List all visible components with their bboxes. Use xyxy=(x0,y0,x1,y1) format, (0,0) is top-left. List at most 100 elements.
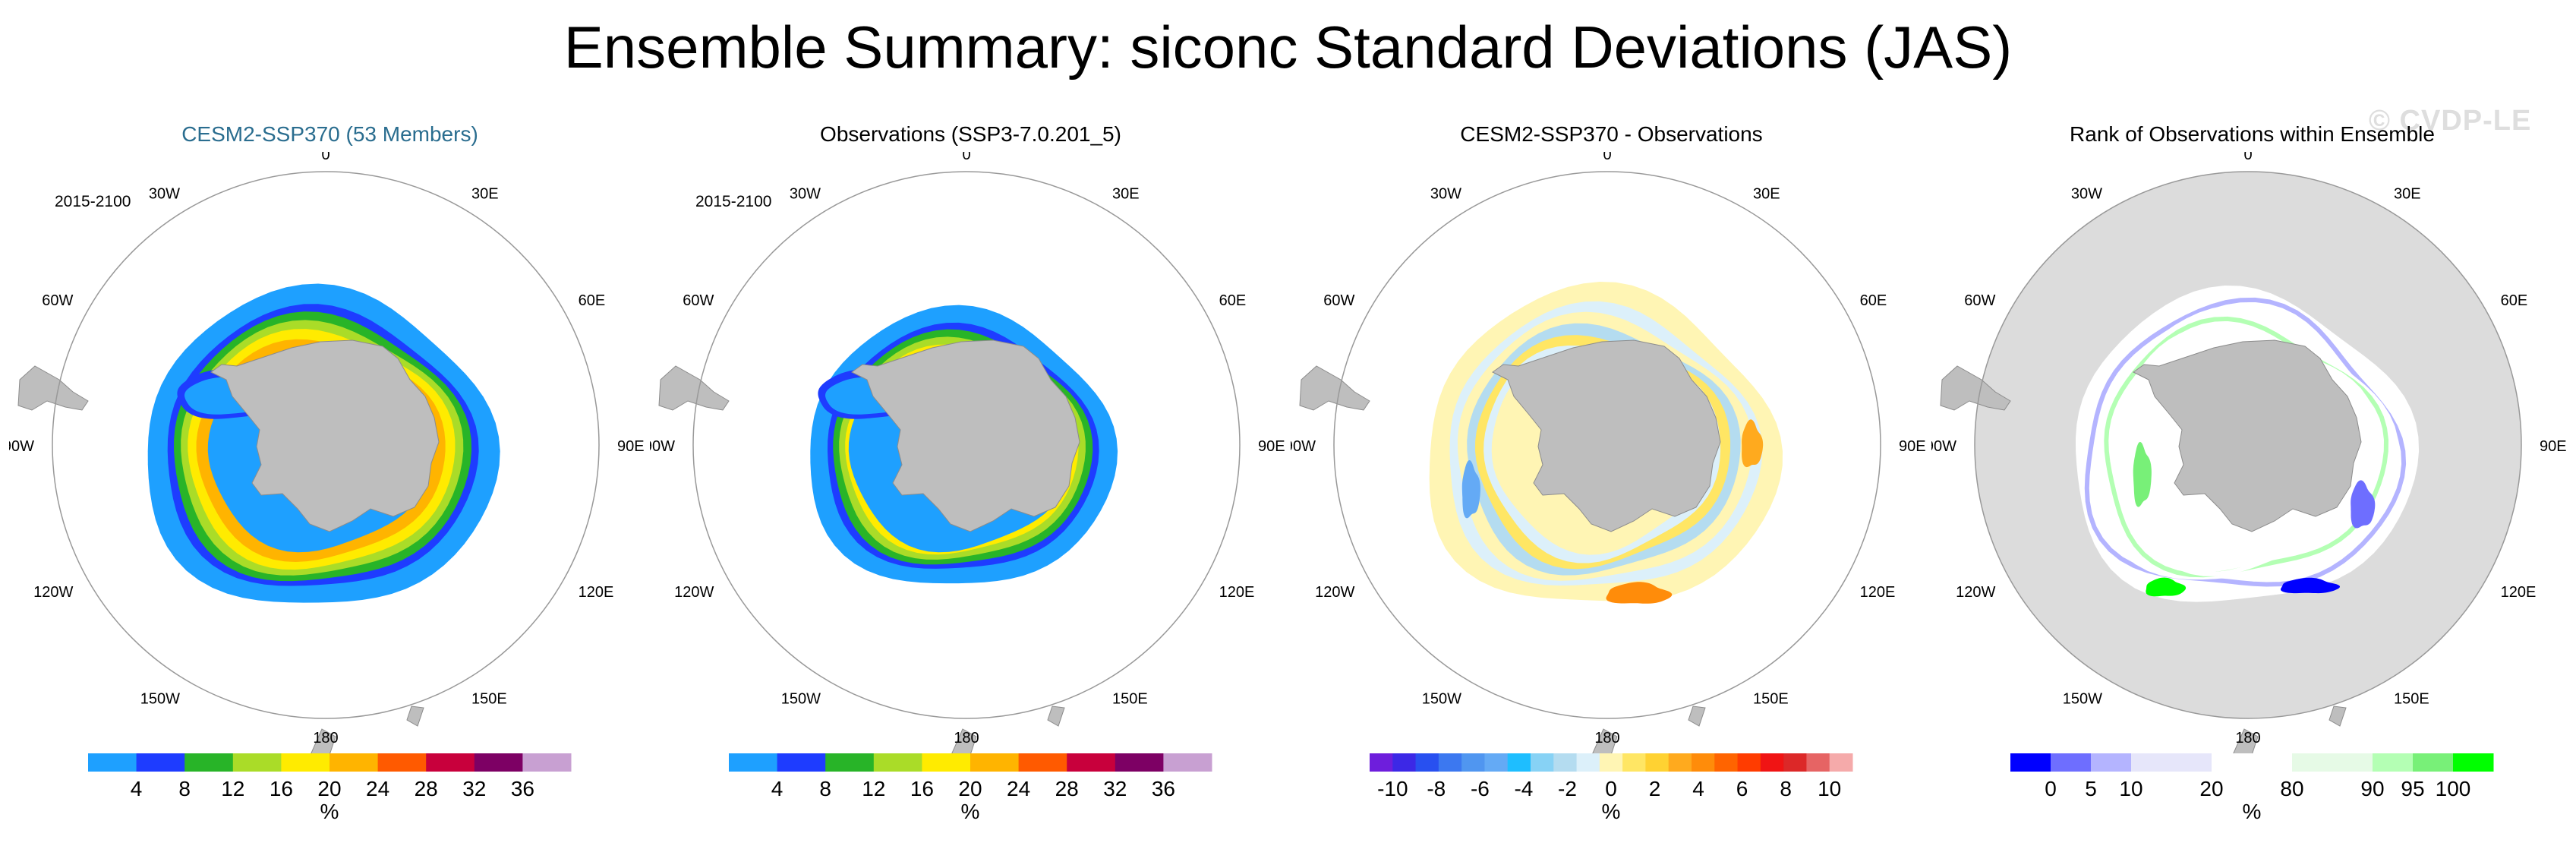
colorbar-swatch xyxy=(1415,753,1439,772)
colorbar-swatch xyxy=(1645,753,1670,772)
antarctica-landmass xyxy=(1492,339,1721,532)
colorbar-tick-label: 16 xyxy=(910,777,934,800)
colorbar-swatch xyxy=(232,753,282,772)
colorbar-swatch xyxy=(281,753,330,772)
colorbar-swatch xyxy=(184,753,234,772)
colorbar-swatch xyxy=(2091,753,2132,772)
south-america-landmass xyxy=(658,365,730,411)
colorbar-tick-label: -6 xyxy=(1471,777,1490,800)
polar-map: 0 30E 60E 90E 120E 150E 180 150W 120W 90W 60W 30W 0 5… xyxy=(1931,152,2567,823)
antarctica-landmass xyxy=(851,339,1080,532)
colorbar-swatch xyxy=(1553,753,1578,772)
antarctica-landmass xyxy=(2133,339,2362,532)
colorbar-swatch xyxy=(1806,753,1830,772)
colorbar-swatch xyxy=(377,753,427,772)
longitude-label: 90E xyxy=(1258,438,1285,455)
colorbar-swatch xyxy=(1507,753,1531,772)
colorbar-tick-label: 90 xyxy=(2360,777,2384,800)
longitude-label: 60E xyxy=(579,292,606,309)
longitude-label: 90W xyxy=(1931,438,1956,455)
longitude-label: 90E xyxy=(617,438,645,455)
map-boundary-circle xyxy=(1974,171,2522,719)
colorbar-swatch xyxy=(2332,753,2373,772)
colorbar-tick-label: 0 xyxy=(2045,777,2057,800)
colorbar-tick-label: 8 xyxy=(178,777,191,800)
longitude-label: 180 xyxy=(1594,730,1619,747)
colorbar-swatch xyxy=(873,753,922,772)
rank-band xyxy=(2096,305,2399,580)
colorbar-tick-label: 12 xyxy=(862,777,885,800)
colorbar-tick-label: -8 xyxy=(1427,777,1446,800)
colorbar-swatch xyxy=(474,753,523,772)
colorbar-tick-label: 10 xyxy=(2119,777,2142,800)
colorbar-swatch xyxy=(2010,753,2051,772)
colorbar-swatch xyxy=(1622,753,1646,772)
polar-map: 0 30E 60E 90E 120E 150E 180 150W 120W 90W 60W 30W 4 8… xyxy=(650,152,1285,823)
map-layer xyxy=(17,283,500,769)
panel-title: Observations (SSP3-7.0.201_5) xyxy=(820,122,1121,146)
longitude-label: 150W xyxy=(2063,691,2102,708)
polar-map: 0 30E 60E 90E 120E 150E 180 150W 120W 90W 60W 30W 4 8… xyxy=(9,152,645,823)
longitude-label: 120E xyxy=(579,584,614,601)
colorbar-unit: % xyxy=(2243,800,2262,823)
map-boundary-circle xyxy=(52,171,600,719)
polar-map: 0 30E 60E 90E 120E 150E 180 150W 120W 90W 60W 30W -1… xyxy=(1291,152,1926,823)
colorbar-tick-label: 2 xyxy=(1649,777,1661,800)
map-layer xyxy=(1940,172,2521,769)
panel-model-sd: CESM2-SSP370 (53 Members) 2015-2100 0 30E… xyxy=(9,114,651,843)
longitude-label: 90E xyxy=(1899,438,1926,455)
south-america-landmass xyxy=(1299,365,1370,411)
map-layer xyxy=(658,305,1118,769)
longitude-label: 90E xyxy=(2540,438,2567,455)
longitude-label: 30W xyxy=(1430,185,1461,202)
diff-patch xyxy=(1461,460,1480,519)
new-zealand-landmass xyxy=(2328,706,2347,727)
colorbar-swatch xyxy=(2292,753,2333,772)
colorbar-tick-label: 8 xyxy=(1780,777,1792,800)
colorbar-swatch xyxy=(1067,753,1116,772)
rank-patch xyxy=(2281,577,2340,594)
colorbar-swatch xyxy=(1783,753,1807,772)
longitude-label: 60W xyxy=(42,292,73,309)
map-boundary-circle xyxy=(692,171,1241,719)
longitude-label: 60W xyxy=(683,292,714,309)
longitude-label: 60E xyxy=(2501,292,2528,309)
longitude-label: 180 xyxy=(954,730,979,747)
colorbar-tick-label: 8 xyxy=(819,777,831,800)
longitude-label: 150W xyxy=(1422,691,1461,708)
colorbar-tick-label: 20 xyxy=(2199,777,2223,800)
diff-patch xyxy=(1742,419,1764,468)
colorbar-tick-label: 24 xyxy=(366,777,389,800)
colorbar-swatch xyxy=(777,753,826,772)
colorbar-swatch xyxy=(2453,753,2494,772)
colorbar-swatch xyxy=(2413,753,2454,772)
longitude-label: 150W xyxy=(781,691,821,708)
colorbar-tick-label: -4 xyxy=(1514,777,1533,800)
colorbar-tick-label: 16 xyxy=(270,777,293,800)
colorbar-tick-label: 5 xyxy=(2085,777,2097,800)
colorbar-swatch xyxy=(426,753,475,772)
panel-difference: CESM2-SSP370 - Observations 0 30E 60E 90E 12… xyxy=(1291,114,1932,843)
colorbar-tick-label: -2 xyxy=(1558,777,1577,800)
colorbar-swatch xyxy=(88,753,137,772)
colorbar-swatch xyxy=(922,753,971,772)
longitude-label: 0 xyxy=(962,152,970,163)
colorbar-tick-label: 24 xyxy=(1007,777,1030,800)
colorbar-swatch xyxy=(729,753,778,772)
longitude-label: 150E xyxy=(471,691,507,708)
colorbar-tick-label: 4 xyxy=(771,777,784,800)
panel-title: Rank of Observations within Ensemble xyxy=(2070,122,2435,146)
longitude-label: 120W xyxy=(1315,584,1354,601)
longitude-label: 0 xyxy=(1603,152,1611,163)
colorbar-tick-label: 10 xyxy=(1818,777,1841,800)
colorbar-tick-label: 32 xyxy=(462,777,486,800)
longitude-label: 90W xyxy=(650,438,675,455)
longitude-label: 30W xyxy=(149,185,180,202)
panel-title: CESM2-SSP370 - Observations xyxy=(1460,122,1763,146)
colorbar-unit: % xyxy=(1602,800,1621,823)
colorbar-tick-label: 100 xyxy=(2436,777,2471,800)
colorbar-swatch xyxy=(1599,753,1623,772)
colorbar-swatch xyxy=(1714,753,1739,772)
colorbar-tick-label: 0 xyxy=(1605,777,1617,800)
colorbar-tick-label: 4 xyxy=(131,777,143,800)
